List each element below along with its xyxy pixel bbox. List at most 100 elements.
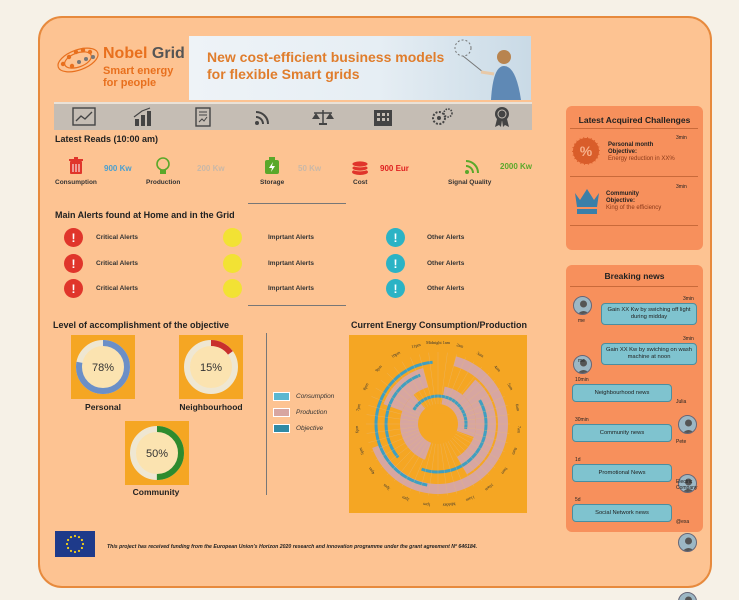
personal-label: Personal: [85, 402, 121, 412]
production-band: [400, 394, 432, 460]
legend-objective: Objective: [296, 425, 324, 432]
clock-label: 9am: [500, 467, 509, 476]
grid-line: [366, 414, 419, 422]
eu-star: [77, 535, 81, 539]
news-item[interactable]: Promotional News: [572, 464, 672, 482]
clock-label: 7am: [517, 426, 523, 434]
grid-line: [394, 366, 426, 409]
personal-donut: 78%: [71, 335, 135, 399]
grid-line: [375, 387, 421, 415]
critical-alert-label: Critical Alerts: [96, 260, 139, 267]
important-alert-icon[interactable]: !: [223, 254, 242, 273]
clock-label: 5am: [506, 382, 514, 391]
signal-icon: [465, 160, 479, 174]
avatar[interactable]: [678, 533, 697, 552]
wifi-signal-icon[interactable]: [248, 105, 278, 129]
grid-line: [450, 439, 482, 482]
clock-label: 4am: [493, 364, 502, 373]
news-item[interactable]: Gain XX Kw by swiching off light during …: [601, 303, 697, 325]
important-alert-icon[interactable]: !: [223, 279, 242, 298]
clock-label: 10pm: [390, 349, 401, 359]
grid-line: [440, 352, 448, 405]
clock-label: 6am: [515, 403, 522, 412]
important-alert-label: Imprtant Alerts: [268, 260, 314, 267]
critical-alert-icon[interactable]: !: [64, 254, 83, 273]
grid-line: [440, 443, 448, 496]
gears-icon[interactable]: [427, 105, 457, 129]
other-alert-icon[interactable]: !: [386, 279, 405, 298]
avatar[interactable]: [573, 296, 592, 315]
donut-progress-arc: [130, 426, 184, 480]
community-label: Community: [132, 487, 180, 497]
eu-star: [69, 549, 73, 553]
clock-label: 3am: [476, 350, 485, 358]
clock-label: 1pm: [422, 502, 431, 508]
eu-flag-icon: [55, 531, 95, 557]
neighbourhood-donut: 15%: [179, 335, 243, 399]
building-icon[interactable]: [368, 105, 398, 129]
reads-cost-label: Cost: [353, 179, 368, 186]
challenge-time: 3min: [676, 184, 687, 190]
donut-percent: 50%: [146, 448, 168, 460]
production-band: [383, 367, 429, 412]
lightbulb-icon: [156, 157, 170, 174]
news-item[interactable]: Gain XX Kw by swiching on wash machine a…: [601, 343, 697, 365]
news-time: 3min: [683, 296, 694, 302]
critical-alert-icon[interactable]: !: [64, 228, 83, 247]
clock-label: 10am: [484, 482, 495, 492]
grid-line: [368, 429, 419, 443]
crown-icon: [575, 189, 599, 214]
clock-label: 8pm: [362, 381, 370, 391]
production-band: [457, 379, 496, 475]
award-icon[interactable]: [487, 105, 517, 129]
grid-line: [453, 436, 496, 468]
avatar[interactable]: [678, 415, 697, 434]
divider: [570, 128, 698, 129]
scale-icon[interactable]: [308, 105, 338, 129]
legend-production-swatch: [273, 408, 290, 417]
bar-chart-icon[interactable]: [129, 105, 159, 129]
alerts-title: Main Alerts found at Home and in the Gri…: [55, 210, 235, 220]
news-time: 5d: [575, 497, 581, 503]
consumption-arc: [374, 360, 433, 487]
objective-title: Level of accomplishment of the objective: [53, 320, 230, 330]
news-time: 10min: [575, 377, 589, 383]
energy-radial-chart: Midnight 1am 2am 3am 4am 5am 6am 7am 8am 9am 10am…: [349, 335, 527, 513]
chart-icon[interactable]: [69, 105, 99, 129]
avatar[interactable]: [678, 592, 697, 600]
grid-line: [366, 426, 419, 434]
legend-production: Production: [296, 409, 328, 416]
avatar[interactable]: [678, 474, 697, 493]
consumption-arc: [412, 394, 468, 430]
reads-production-label: Production: [146, 179, 181, 186]
report-icon[interactable]: [188, 105, 218, 129]
consumption-arc: [421, 399, 488, 474]
grid-line: [447, 441, 475, 487]
energy-legend: Consumption Production Objective: [273, 392, 334, 433]
clock-label: 2am: [456, 342, 465, 349]
grid-line: [368, 405, 419, 419]
other-alert-icon[interactable]: !: [386, 254, 405, 273]
news-item[interactable]: Social Network news: [572, 504, 672, 522]
grid-line: [443, 354, 457, 405]
grid-line: [445, 442, 466, 491]
other-alert-icon[interactable]: !: [386, 228, 405, 247]
critical-alert-label: Critical Alerts: [96, 234, 139, 241]
coins-icon: [351, 160, 369, 175]
news-item[interactable]: Community news: [572, 424, 672, 442]
grid-line: [457, 426, 510, 434]
eu-star: [66, 546, 70, 550]
grid-line: [455, 433, 501, 461]
clock-label: 3pm: [382, 482, 392, 491]
other-alert-label: Other Alerts: [427, 260, 465, 267]
grid-line: [452, 438, 490, 476]
avatar[interactable]: [573, 355, 592, 374]
news-item[interactable]: Neighbourhood news: [572, 384, 672, 402]
eu-star: [66, 538, 70, 542]
grid-line: [380, 380, 423, 412]
important-alert-label: Imprtant Alerts: [268, 285, 314, 292]
critical-alert-icon[interactable]: !: [64, 279, 83, 298]
legend-consumption: Consumption: [296, 393, 335, 400]
important-alert-icon[interactable]: !: [223, 228, 242, 247]
divider: [570, 176, 698, 177]
